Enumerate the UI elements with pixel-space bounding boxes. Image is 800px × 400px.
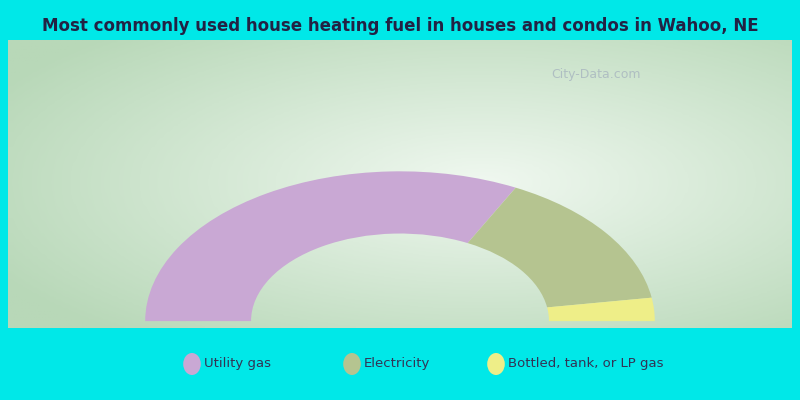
Text: Utility gas: Utility gas bbox=[204, 358, 271, 370]
Text: City-Data.com: City-Data.com bbox=[551, 68, 641, 81]
Text: Electricity: Electricity bbox=[364, 358, 430, 370]
Text: Bottled, tank, or LP gas: Bottled, tank, or LP gas bbox=[508, 358, 663, 370]
Wedge shape bbox=[468, 188, 652, 307]
Text: Most commonly used house heating fuel in houses and condos in Wahoo, NE: Most commonly used house heating fuel in… bbox=[42, 17, 758, 35]
Wedge shape bbox=[547, 298, 654, 321]
Wedge shape bbox=[146, 171, 516, 321]
